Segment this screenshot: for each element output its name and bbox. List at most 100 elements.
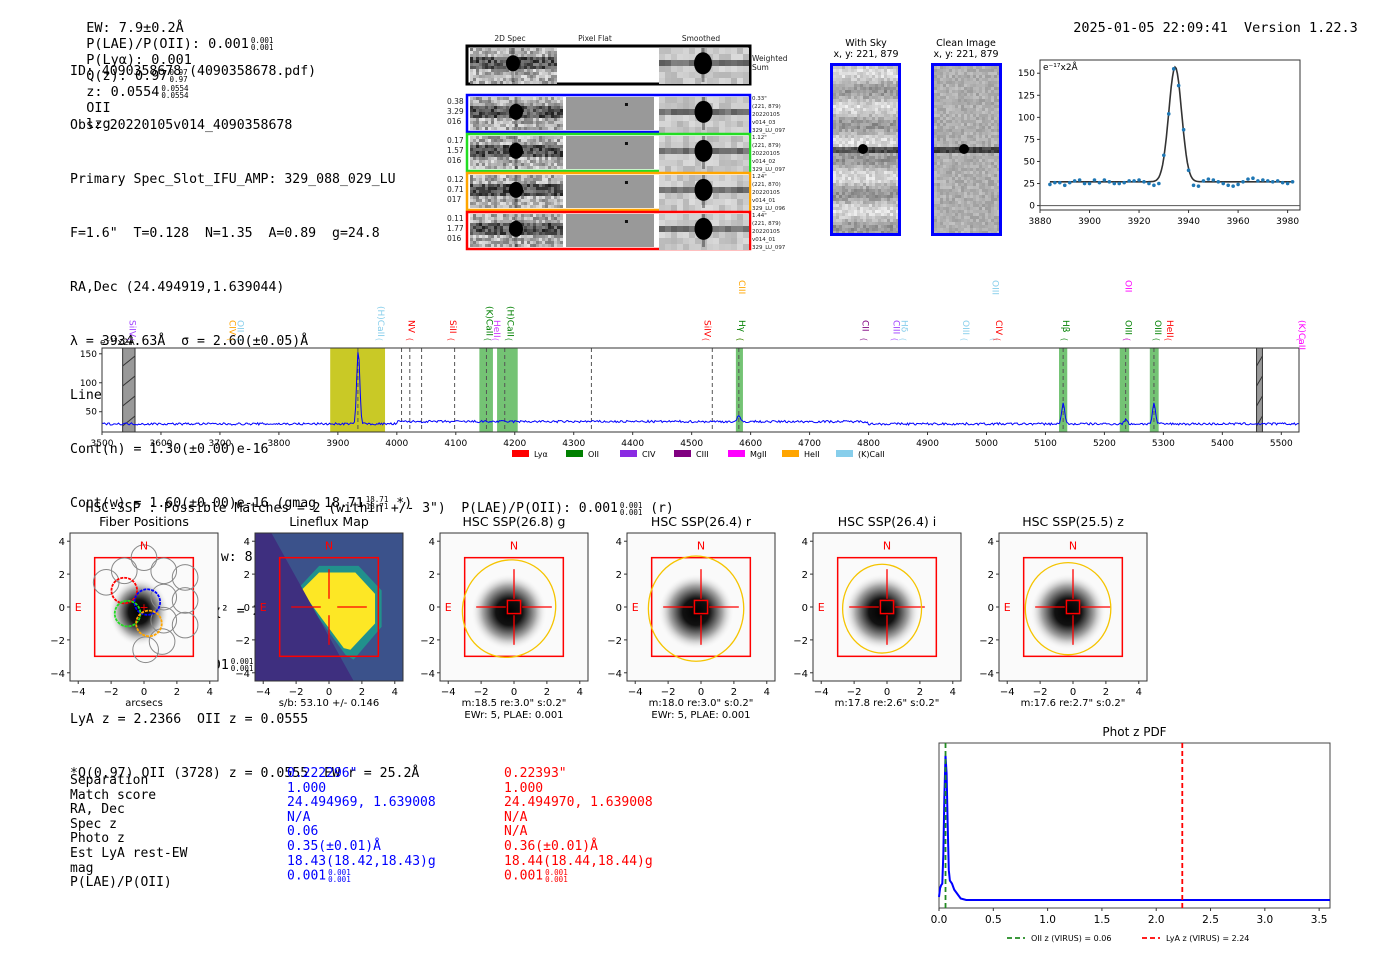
pixel xyxy=(497,66,500,69)
pixel xyxy=(896,129,899,132)
pixel xyxy=(545,112,548,115)
pixel xyxy=(530,148,533,151)
pixel xyxy=(872,156,875,159)
pixel xyxy=(863,141,866,144)
pixel xyxy=(943,174,946,177)
pixel xyxy=(976,147,979,150)
pixel xyxy=(976,102,979,105)
pixel xyxy=(991,153,994,156)
pixel xyxy=(701,97,707,103)
pixel xyxy=(533,54,536,57)
pixel xyxy=(985,195,988,198)
pixel xyxy=(848,210,851,213)
pixel xyxy=(560,181,563,184)
pixel xyxy=(539,100,542,103)
pixel xyxy=(952,174,955,177)
pixel xyxy=(863,171,866,174)
pixel xyxy=(955,87,958,90)
pixel xyxy=(839,231,842,234)
pixel xyxy=(964,126,967,129)
pixel xyxy=(842,231,845,234)
pixel xyxy=(485,202,488,205)
pixel xyxy=(976,120,979,123)
pixel xyxy=(842,222,845,225)
pixel xyxy=(533,66,536,69)
pixel xyxy=(967,204,970,207)
pixel xyxy=(887,219,890,222)
pixel xyxy=(470,229,473,232)
pixel xyxy=(997,186,1000,189)
pixel xyxy=(836,120,839,123)
pixel xyxy=(994,222,997,225)
pixel xyxy=(494,54,497,57)
pixel xyxy=(878,138,881,141)
pixel xyxy=(536,48,539,51)
pixel xyxy=(695,78,701,84)
pixel xyxy=(542,66,545,69)
pixel xyxy=(833,156,836,159)
pixel xyxy=(896,192,899,195)
pixel xyxy=(937,72,940,75)
pixel xyxy=(515,199,518,202)
pixel-flat-patch xyxy=(566,214,654,247)
pixel xyxy=(476,127,479,130)
pixel xyxy=(952,204,955,207)
pixel xyxy=(854,192,857,195)
pixel xyxy=(881,228,884,231)
pixel xyxy=(842,72,845,75)
pixel xyxy=(542,112,545,115)
pixel xyxy=(848,150,851,153)
pixel xyxy=(506,109,509,112)
pixel xyxy=(982,111,985,114)
pixel xyxy=(836,132,839,135)
pixel xyxy=(719,115,725,121)
pixel xyxy=(485,81,488,84)
pixel xyxy=(943,141,946,144)
pixel xyxy=(869,189,872,192)
info-line: RA,Dec (24.494919,1.639044) xyxy=(70,280,285,295)
pixel xyxy=(881,165,884,168)
pixel xyxy=(881,132,884,135)
pixel xyxy=(530,142,533,145)
pixel xyxy=(994,150,997,153)
contw-lo: 18.71 xyxy=(365,502,389,511)
pixel xyxy=(479,75,482,78)
pixel xyxy=(842,162,845,165)
pixel xyxy=(997,69,1000,72)
pixel xyxy=(961,120,964,123)
pixel xyxy=(997,219,1000,222)
pixel xyxy=(503,136,506,139)
pixel xyxy=(554,238,557,241)
pixel xyxy=(875,165,878,168)
pixel xyxy=(521,241,524,244)
pixel xyxy=(731,238,737,244)
pixel xyxy=(884,186,887,189)
pixel xyxy=(482,199,485,202)
pixel xyxy=(527,54,530,57)
pixel xyxy=(890,111,893,114)
pixel xyxy=(509,205,512,208)
pixel xyxy=(964,186,967,189)
pixel xyxy=(842,147,845,150)
pixel xyxy=(536,109,539,112)
pixel xyxy=(854,123,857,126)
pixel xyxy=(833,96,836,99)
pixel xyxy=(940,141,943,144)
pixel xyxy=(857,108,860,111)
pixel xyxy=(560,157,563,160)
pixel xyxy=(893,144,896,147)
pixel xyxy=(479,190,482,193)
pixel xyxy=(530,121,533,124)
pixel xyxy=(869,162,872,165)
pixel xyxy=(884,111,887,114)
pixel xyxy=(488,241,491,244)
pixel xyxy=(524,232,527,235)
pixel xyxy=(542,81,545,84)
pixel xyxy=(473,118,476,121)
pixel xyxy=(884,156,887,159)
pixel xyxy=(530,75,533,78)
pixel xyxy=(857,129,860,132)
pixel xyxy=(970,159,973,162)
pixel xyxy=(955,141,958,144)
pixel xyxy=(878,189,881,192)
